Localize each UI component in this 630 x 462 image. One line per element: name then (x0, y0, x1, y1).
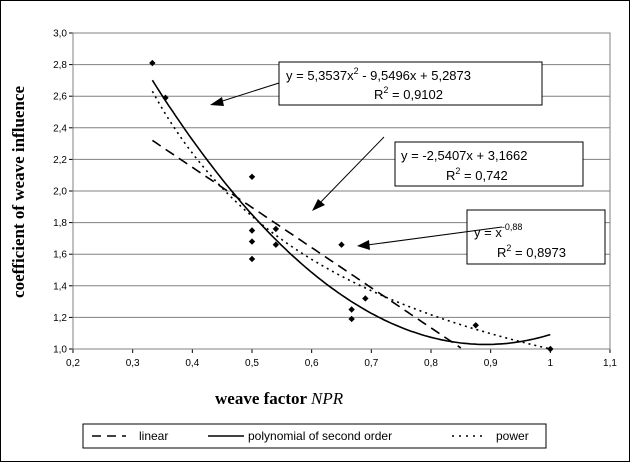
y-tick-label: 1,4 (53, 281, 67, 292)
power-arrowhead (357, 240, 370, 250)
y-tick-label: 1,2 (53, 313, 67, 324)
linear-r2: R2 = 0,742 (446, 166, 508, 183)
y-tick-label: 1,0 (53, 345, 67, 356)
y-tick-label: 3,0 (53, 29, 67, 40)
poly-equation: y = 5,3537x2 - 9,5496x + 5,2873 (286, 66, 471, 83)
data-point (348, 306, 355, 313)
poly-annotation-box (278, 61, 543, 106)
data-point (248, 255, 256, 263)
data-point (248, 173, 256, 180)
y-tick-label: 2,4 (53, 123, 67, 134)
y-tick-label: 1,6 (53, 250, 67, 261)
power-r2: R2 = 0,8973 (497, 243, 566, 260)
data-point (272, 225, 280, 233)
y-tick-label: 1,8 (53, 218, 67, 229)
poly-arrowhead (210, 97, 224, 106)
fit-lines (151, 79, 551, 350)
legend-box (82, 423, 547, 449)
data-point (362, 295, 369, 302)
plot-area-border (72, 32, 611, 350)
x-tick-label: 0,3 (126, 358, 140, 369)
legend: linear polynomial of second order power (82, 423, 547, 449)
x-axis-title: weave factor NPR (215, 389, 344, 408)
x-tick-label: 0,4 (185, 358, 199, 369)
x-tick-label: 0,6 (305, 358, 319, 369)
data-points (149, 59, 554, 353)
power-arrow (359, 226, 503, 247)
x-tick-label: 1 (548, 358, 554, 369)
power-equation: y = x-0,88 (474, 222, 522, 240)
x-tick-label: 0,5 (245, 358, 259, 369)
data-point (149, 59, 156, 67)
power-annotation-box (466, 209, 606, 265)
poly-annotation: y = 5,3537x2 - 9,5496x + 5,2873 R2 = 0,9… (210, 61, 543, 106)
y-tick-label: 2,0 (53, 187, 67, 198)
tick-labels: 1,0 1,2 1,4 1,6 1,8 2,0 2,2 2,4 2,6 2,8 3,0 0,2 0,3 0… (53, 29, 617, 370)
legend-power-label: power (496, 429, 529, 443)
y-axis-title: coefficient of weave influence (9, 86, 28, 298)
linear-equation: y = -2,5407x + 3,1662 (401, 148, 527, 163)
x-tick-label: 1,1 (603, 358, 617, 369)
linear-fit-line (151, 139, 462, 349)
data-point (348, 315, 355, 323)
x-tick-label: 0,8 (424, 358, 438, 369)
polynomial-fit-line (151, 79, 551, 346)
linear-annotation-box (394, 141, 584, 187)
data-point (248, 238, 256, 245)
x-tick-label: 0,2 (66, 358, 80, 369)
legend-poly-label: polynomial of second order (248, 429, 392, 443)
power-annotation: y = x-0,88 R2 = 0,8973 (357, 209, 606, 265)
data-point (248, 227, 256, 234)
linear-arrowhead (312, 199, 325, 211)
y-tick-label: 2,8 (53, 60, 67, 71)
data-point (547, 345, 554, 353)
power-fit-line (151, 90, 551, 350)
data-point (338, 241, 345, 248)
x-tick-label: 0,9 (484, 358, 498, 369)
x-tick-label: 0,7 (364, 358, 378, 369)
poly-r2: R2 = 0,9102 (374, 85, 443, 102)
legend-linear-label: linear (139, 429, 168, 443)
linear-annotation: y = -2,5407x + 3,1662 R2 = 0,742 (312, 136, 584, 211)
linear-arrow (314, 136, 385, 209)
poly-arrow (212, 82, 280, 105)
data-point (162, 94, 169, 101)
data-point (272, 241, 280, 248)
data-point (472, 322, 479, 329)
y-tick-label: 2,6 (53, 92, 67, 103)
y-tick-label: 2,2 (53, 155, 67, 166)
